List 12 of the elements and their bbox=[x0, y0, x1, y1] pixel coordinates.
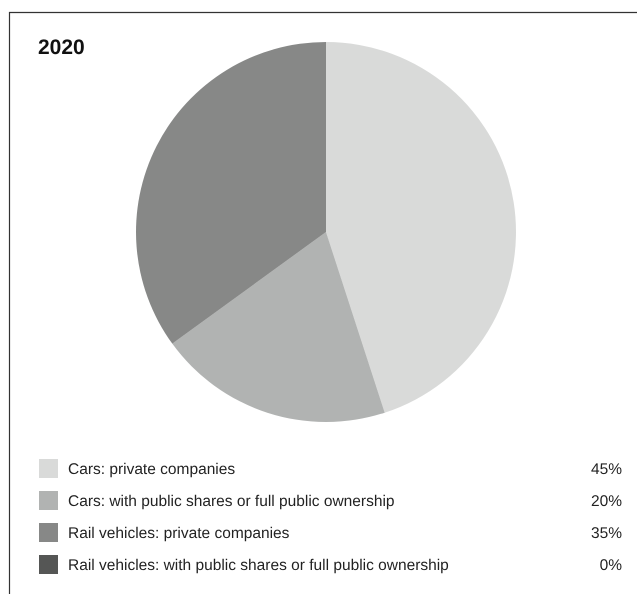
pie-slice bbox=[172, 232, 385, 422]
text: 0% bbox=[600, 557, 622, 574]
pie-slice bbox=[326, 42, 516, 413]
legend-label: Rail vehicles: with public shares or full public ownership bbox=[68, 557, 449, 574]
legend-label: Cars: private companies bbox=[68, 461, 236, 478]
chart-title: 2020 bbox=[38, 36, 85, 59]
data-label: 35% bbox=[590, 525, 622, 542]
data-label: 45% bbox=[590, 461, 622, 478]
legend-label: Cars: with public shares or full public ownership bbox=[68, 493, 395, 510]
data-label: 20% bbox=[590, 493, 622, 510]
pie-slice bbox=[136, 42, 326, 344]
legend-label: Rail vehicles: private companies bbox=[68, 525, 290, 542]
